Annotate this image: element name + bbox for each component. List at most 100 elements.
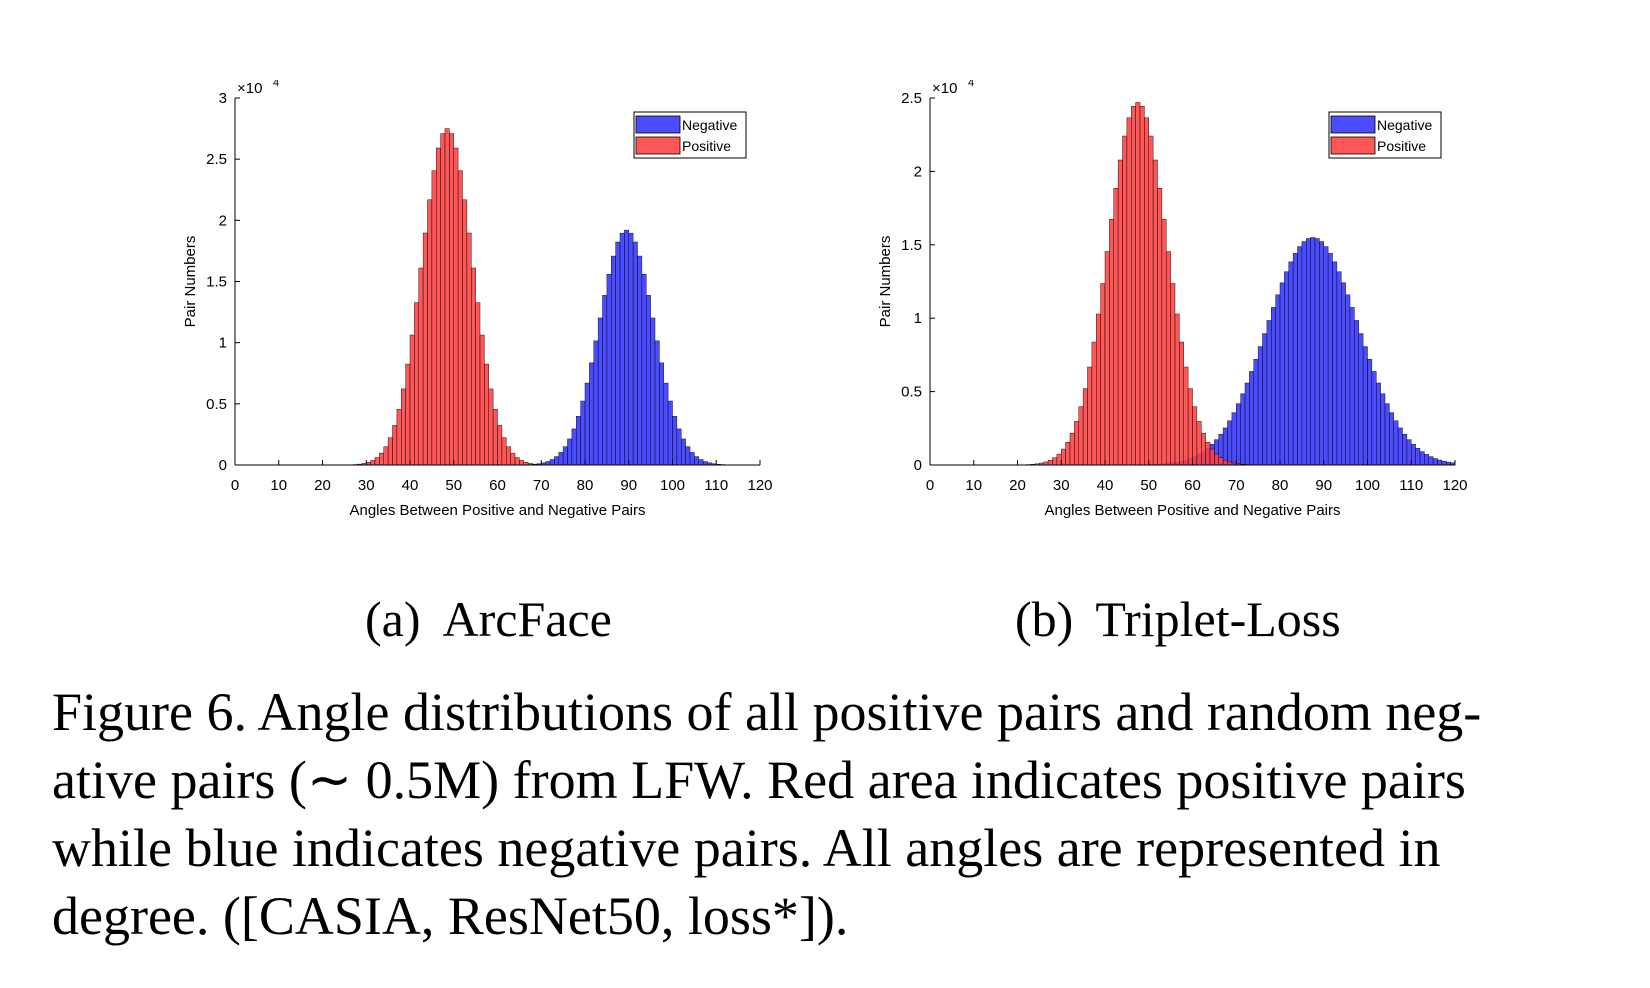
bar-negative — [1323, 246, 1329, 466]
bar-positive — [1144, 117, 1149, 466]
bar-negative — [650, 317, 656, 466]
bar-positive — [1209, 448, 1215, 466]
bar-negative — [1240, 393, 1246, 466]
bar-positive — [1091, 341, 1097, 466]
bar-negative — [1397, 427, 1403, 466]
bar-negative — [562, 446, 568, 466]
bar-positive — [1082, 388, 1088, 466]
bar-positive — [1069, 432, 1075, 466]
subcaption-text: Triplet-Loss — [1095, 591, 1341, 647]
bar-negative — [1257, 346, 1263, 466]
bar-positive — [1201, 432, 1206, 466]
legend-label-positive: Positive — [682, 138, 731, 154]
bar-negative — [1424, 454, 1429, 466]
x-tick-label: 40 — [402, 477, 419, 494]
y-tick-label: 0 — [219, 457, 227, 474]
bar-negative — [672, 416, 678, 466]
bar-negative — [1402, 433, 1408, 466]
y-axis-label: Pair Numbers — [182, 236, 199, 328]
legend-swatch-negative — [635, 115, 681, 134]
bar-positive — [1214, 453, 1219, 466]
bar-positive — [462, 199, 468, 466]
bar-negative — [628, 232, 634, 466]
bar-negative — [667, 400, 673, 466]
bar-positive — [1117, 159, 1123, 466]
y-tick-label: 1.5 — [901, 237, 922, 254]
x-tick-label: 120 — [1442, 477, 1467, 494]
bar-negative — [654, 340, 660, 466]
x-tick-label: 30 — [358, 477, 375, 494]
bar-negative — [1253, 359, 1259, 466]
bar-negative — [689, 452, 695, 466]
bar-positive — [387, 437, 393, 466]
bar-positive — [492, 409, 498, 466]
bar-negative — [1297, 246, 1303, 466]
bar-negative — [1341, 282, 1346, 466]
bar-negative — [641, 274, 647, 466]
bar-negative — [1432, 458, 1438, 466]
bar-negative — [1384, 403, 1390, 466]
bar-positive — [1113, 188, 1119, 466]
bar-negative — [606, 274, 612, 466]
bar-positive — [506, 446, 511, 466]
y-tick-label: 0 — [914, 457, 922, 474]
caption-line: degree. ([CASIA, ResNet50, loss*]). — [52, 886, 849, 946]
y-exponent-power: 4 — [273, 80, 279, 89]
bar-negative — [1336, 271, 1342, 466]
bar-negative — [1354, 320, 1359, 466]
bar-negative — [1332, 261, 1338, 466]
x-tick-label: 50 — [1140, 477, 1157, 494]
bar-positive — [519, 460, 524, 466]
bar-positive — [392, 425, 398, 466]
bar-positive — [1192, 406, 1198, 466]
bar-negative — [637, 255, 643, 466]
x-tick-label: 60 — [489, 477, 506, 494]
bar-negative — [698, 459, 704, 466]
legend-swatch-positive — [1330, 136, 1376, 155]
x-tick-label: 40 — [1097, 477, 1114, 494]
y-tick-label: 2.5 — [901, 90, 922, 107]
x-tick-label: 80 — [577, 477, 594, 494]
x-tick-label: 10 — [270, 477, 287, 494]
x-tick-label: 100 — [660, 477, 685, 494]
y-tick-label: 0.5 — [206, 396, 227, 413]
x-tick-label: 70 — [533, 477, 550, 494]
bar-negative — [663, 382, 669, 466]
bar-positive — [501, 437, 507, 466]
y-tick-label: 1 — [914, 310, 922, 327]
bar-negative — [558, 452, 564, 466]
bar-positive — [1166, 251, 1171, 466]
subcaption-label: (a) — [365, 591, 421, 647]
bar-negative — [1236, 403, 1241, 466]
bar-positive — [1152, 159, 1158, 466]
bar-negative — [1319, 241, 1324, 466]
bar-positive — [422, 232, 428, 466]
bar-positive — [1205, 441, 1211, 466]
y-tick-label: 1 — [219, 335, 227, 352]
bar-negative — [1428, 456, 1434, 466]
bar-negative — [1389, 412, 1394, 466]
bar-negative — [580, 400, 586, 466]
y-exponent-label: ×10 — [932, 80, 957, 97]
bar-negative — [571, 428, 577, 466]
bar-negative — [624, 229, 629, 466]
bar-negative — [1266, 320, 1272, 466]
bar-positive — [1047, 459, 1053, 466]
bar-negative — [1441, 460, 1447, 466]
bar-negative — [1271, 307, 1276, 466]
bar-positive — [479, 334, 485, 466]
bar-positive — [1096, 313, 1101, 466]
bar-negative — [554, 456, 559, 466]
series-positive — [348, 128, 546, 466]
bar-negative — [659, 362, 664, 466]
bar-positive — [379, 452, 384, 466]
bar-positive — [1122, 135, 1128, 466]
bar-positive — [1131, 106, 1136, 466]
bar-positive — [440, 133, 446, 466]
y-tick-label: 2.5 — [206, 151, 227, 168]
bar-positive — [471, 267, 476, 466]
y-tick-label: 0.5 — [901, 384, 922, 401]
bar-negative — [1227, 420, 1233, 466]
bar-negative — [702, 461, 708, 466]
